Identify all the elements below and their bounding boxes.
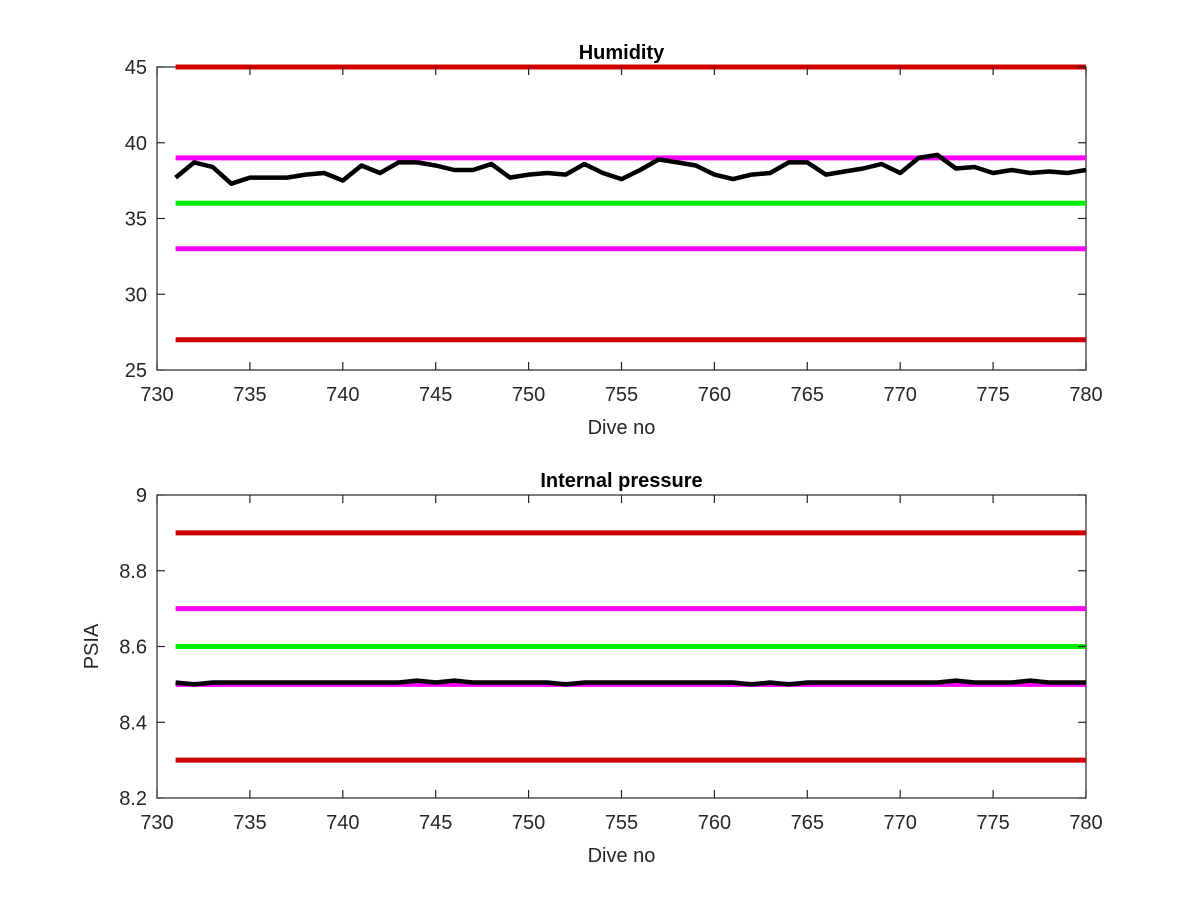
pressure-panel: 730 735 740 745 750 755 760 765 770 775 780 8.2 8.4 8… <box>81 470 1103 867</box>
pressure-y-axis-label: PSIA <box>81 623 103 669</box>
humidity-x-axis-label: Dive no <box>588 417 656 439</box>
pressure-x-tick-label-765: 765 <box>791 812 824 834</box>
pressure-x-tick-label-780: 780 <box>1069 812 1102 834</box>
pressure-x-tick-label-775: 775 <box>976 812 1009 834</box>
pressure-y-tick-label-9: 9 <box>136 485 147 507</box>
humidity-x-tick-label-780: 780 <box>1069 384 1102 406</box>
pressure-x-axis-label: Dive no <box>588 845 656 867</box>
humidity-chart-title: Humidity <box>579 42 665 64</box>
humidity-axes-group: 730 735 740 745 750 755 760 765 770 775 780 25 30 35 4… <box>125 57 1103 406</box>
pressure-chart-title: Internal pressure <box>540 470 702 492</box>
humidity-x-tick-label-745: 745 <box>419 384 452 406</box>
pressure-x-tick-label-745: 745 <box>419 812 452 834</box>
pressure-x-tick-label-770: 770 <box>884 812 917 834</box>
humidity-x-tick-label-755: 755 <box>605 384 638 406</box>
humidity-x-tick-label-735: 735 <box>233 384 266 406</box>
humidity-x-tick-label-740: 740 <box>326 384 359 406</box>
pressure-series-group <box>175 530 1086 763</box>
pressure-x-tick-label-755: 755 <box>605 812 638 834</box>
pressure-y-tick-label-8.8: 8.8 <box>119 561 147 583</box>
humidity-plot-area <box>156 66 1087 371</box>
humidity-panel: 730 735 740 745 750 755 760 765 770 775 780 25 30 35 4… <box>125 42 1103 439</box>
pressure-x-tick-label-735: 735 <box>233 812 266 834</box>
pressure-y-tick-label-8.6: 8.6 <box>119 637 147 659</box>
humidity-x-tick-label-770: 770 <box>884 384 917 406</box>
pressure-y-tick-label-8.2: 8.2 <box>119 788 147 810</box>
humidity-x-tick-label-730: 730 <box>140 384 173 406</box>
pressure-x-tick-label-730: 730 <box>140 812 173 834</box>
humidity-y-tick-label-40: 40 <box>125 133 147 155</box>
pressure-measurement-line <box>175 678 1086 687</box>
humidity-y-tick-label-25: 25 <box>125 360 147 382</box>
humidity-x-tick-label-760: 760 <box>698 384 731 406</box>
pressure-x-tick-label-740: 740 <box>326 812 359 834</box>
humidity-x-tick-label-775: 775 <box>976 384 1009 406</box>
humidity-x-tick-label-765: 765 <box>791 384 824 406</box>
humidity-y-tick-label-35: 35 <box>125 209 147 231</box>
humidity-measurement-line <box>174 152 1087 186</box>
humidity-series-group <box>174 64 1087 343</box>
humidity-x-tick-label-750: 750 <box>512 384 545 406</box>
pressure-y-tick-label-8.4: 8.4 <box>119 712 147 734</box>
pressure-x-tick-label-750: 750 <box>512 812 545 834</box>
humidity-y-tick-label-30: 30 <box>125 284 147 306</box>
humidity-y-tick-label-45: 45 <box>125 57 147 79</box>
pressure-axes-group: 730 735 740 745 750 755 760 765 770 775 780 8.2 8.4 8… <box>119 485 1103 834</box>
pressure-x-tick-label-760: 760 <box>698 812 731 834</box>
